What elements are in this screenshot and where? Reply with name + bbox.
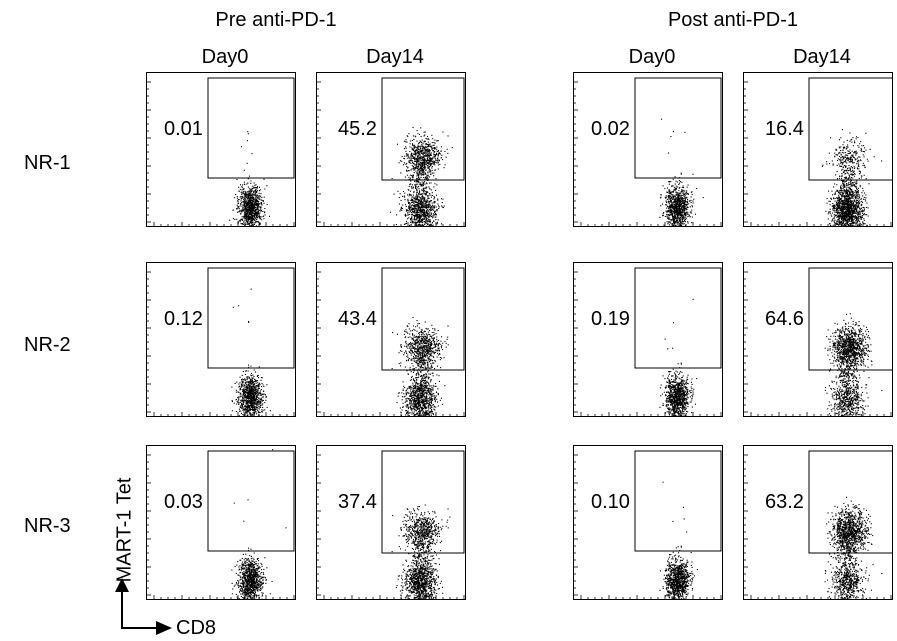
gate-percentage: 45.2	[338, 118, 377, 140]
scatter-panel: 0.02	[573, 72, 723, 227]
gate-box	[634, 267, 722, 369]
gate-percentage: 16.4	[765, 118, 804, 140]
gate-box	[381, 77, 465, 181]
scatter-panel: 64.6	[743, 262, 893, 417]
panel-frame	[316, 445, 466, 600]
column-title-pre-day14: Day14	[366, 46, 424, 68]
row-label-nr1: NR-1	[24, 152, 71, 174]
scatter-panel: 16.4	[743, 72, 893, 227]
gate-box	[808, 77, 893, 181]
gate-box	[808, 267, 893, 371]
gate-percentage: 64.6	[765, 308, 804, 330]
gate-percentage: 0.02	[591, 118, 630, 140]
gate-box	[808, 450, 893, 554]
gate-percentage: 0.12	[164, 308, 203, 330]
panel-frame	[316, 262, 466, 417]
gate-percentage: 0.10	[591, 491, 630, 513]
scatter-panel: 0.19	[573, 262, 723, 417]
x-axis-arrow-head	[156, 621, 172, 635]
panel-frame	[573, 262, 723, 417]
panel-frame	[146, 262, 296, 417]
scatter-panel: 43.4	[316, 262, 466, 417]
scatter-panel: 0.12	[146, 262, 296, 417]
panel-frame	[743, 445, 893, 600]
group-title-post: Post anti-PD-1	[667, 9, 799, 31]
gate-percentage: 37.4	[338, 491, 377, 513]
gate-percentage: 0.03	[164, 491, 203, 513]
scatter-panel: 0.03	[146, 445, 296, 600]
scatter-panel: 45.2	[316, 72, 466, 227]
panel-frame	[146, 72, 296, 227]
row-label-nr2: NR-2	[24, 334, 71, 356]
x-axis-label: CD8	[176, 617, 217, 639]
gate-box	[634, 450, 722, 552]
panel-frame	[316, 72, 466, 227]
gate-box	[381, 450, 465, 554]
column-title-post-day14: Day14	[793, 46, 851, 68]
gate-box	[207, 450, 295, 552]
column-title-pre-day0: Day0	[201, 46, 249, 68]
scatter-panel: 63.2	[743, 445, 893, 600]
gate-percentage: 43.4	[338, 308, 377, 330]
panel-frame	[573, 72, 723, 227]
gate-box	[634, 77, 722, 179]
scatter-panel: 37.4	[316, 445, 466, 600]
column-title-post-day0: Day0	[628, 46, 676, 68]
gate-percentage: 0.01	[164, 118, 203, 140]
gate-percentage: 63.2	[765, 491, 804, 513]
y-axis-label: MART-1 Tet	[113, 477, 136, 583]
group-title-pre: Pre anti-PD-1	[215, 9, 337, 31]
gate-box	[207, 77, 295, 179]
row-label-nr3: NR-3	[24, 515, 71, 537]
panel-frame	[573, 445, 723, 600]
gate-box	[207, 267, 295, 369]
panel-frame	[743, 262, 893, 417]
scatter-panel: 0.10	[573, 445, 723, 600]
gate-percentage: 0.19	[591, 308, 630, 330]
panel-frame	[146, 445, 296, 600]
scatter-panel: 0.01	[146, 72, 296, 227]
